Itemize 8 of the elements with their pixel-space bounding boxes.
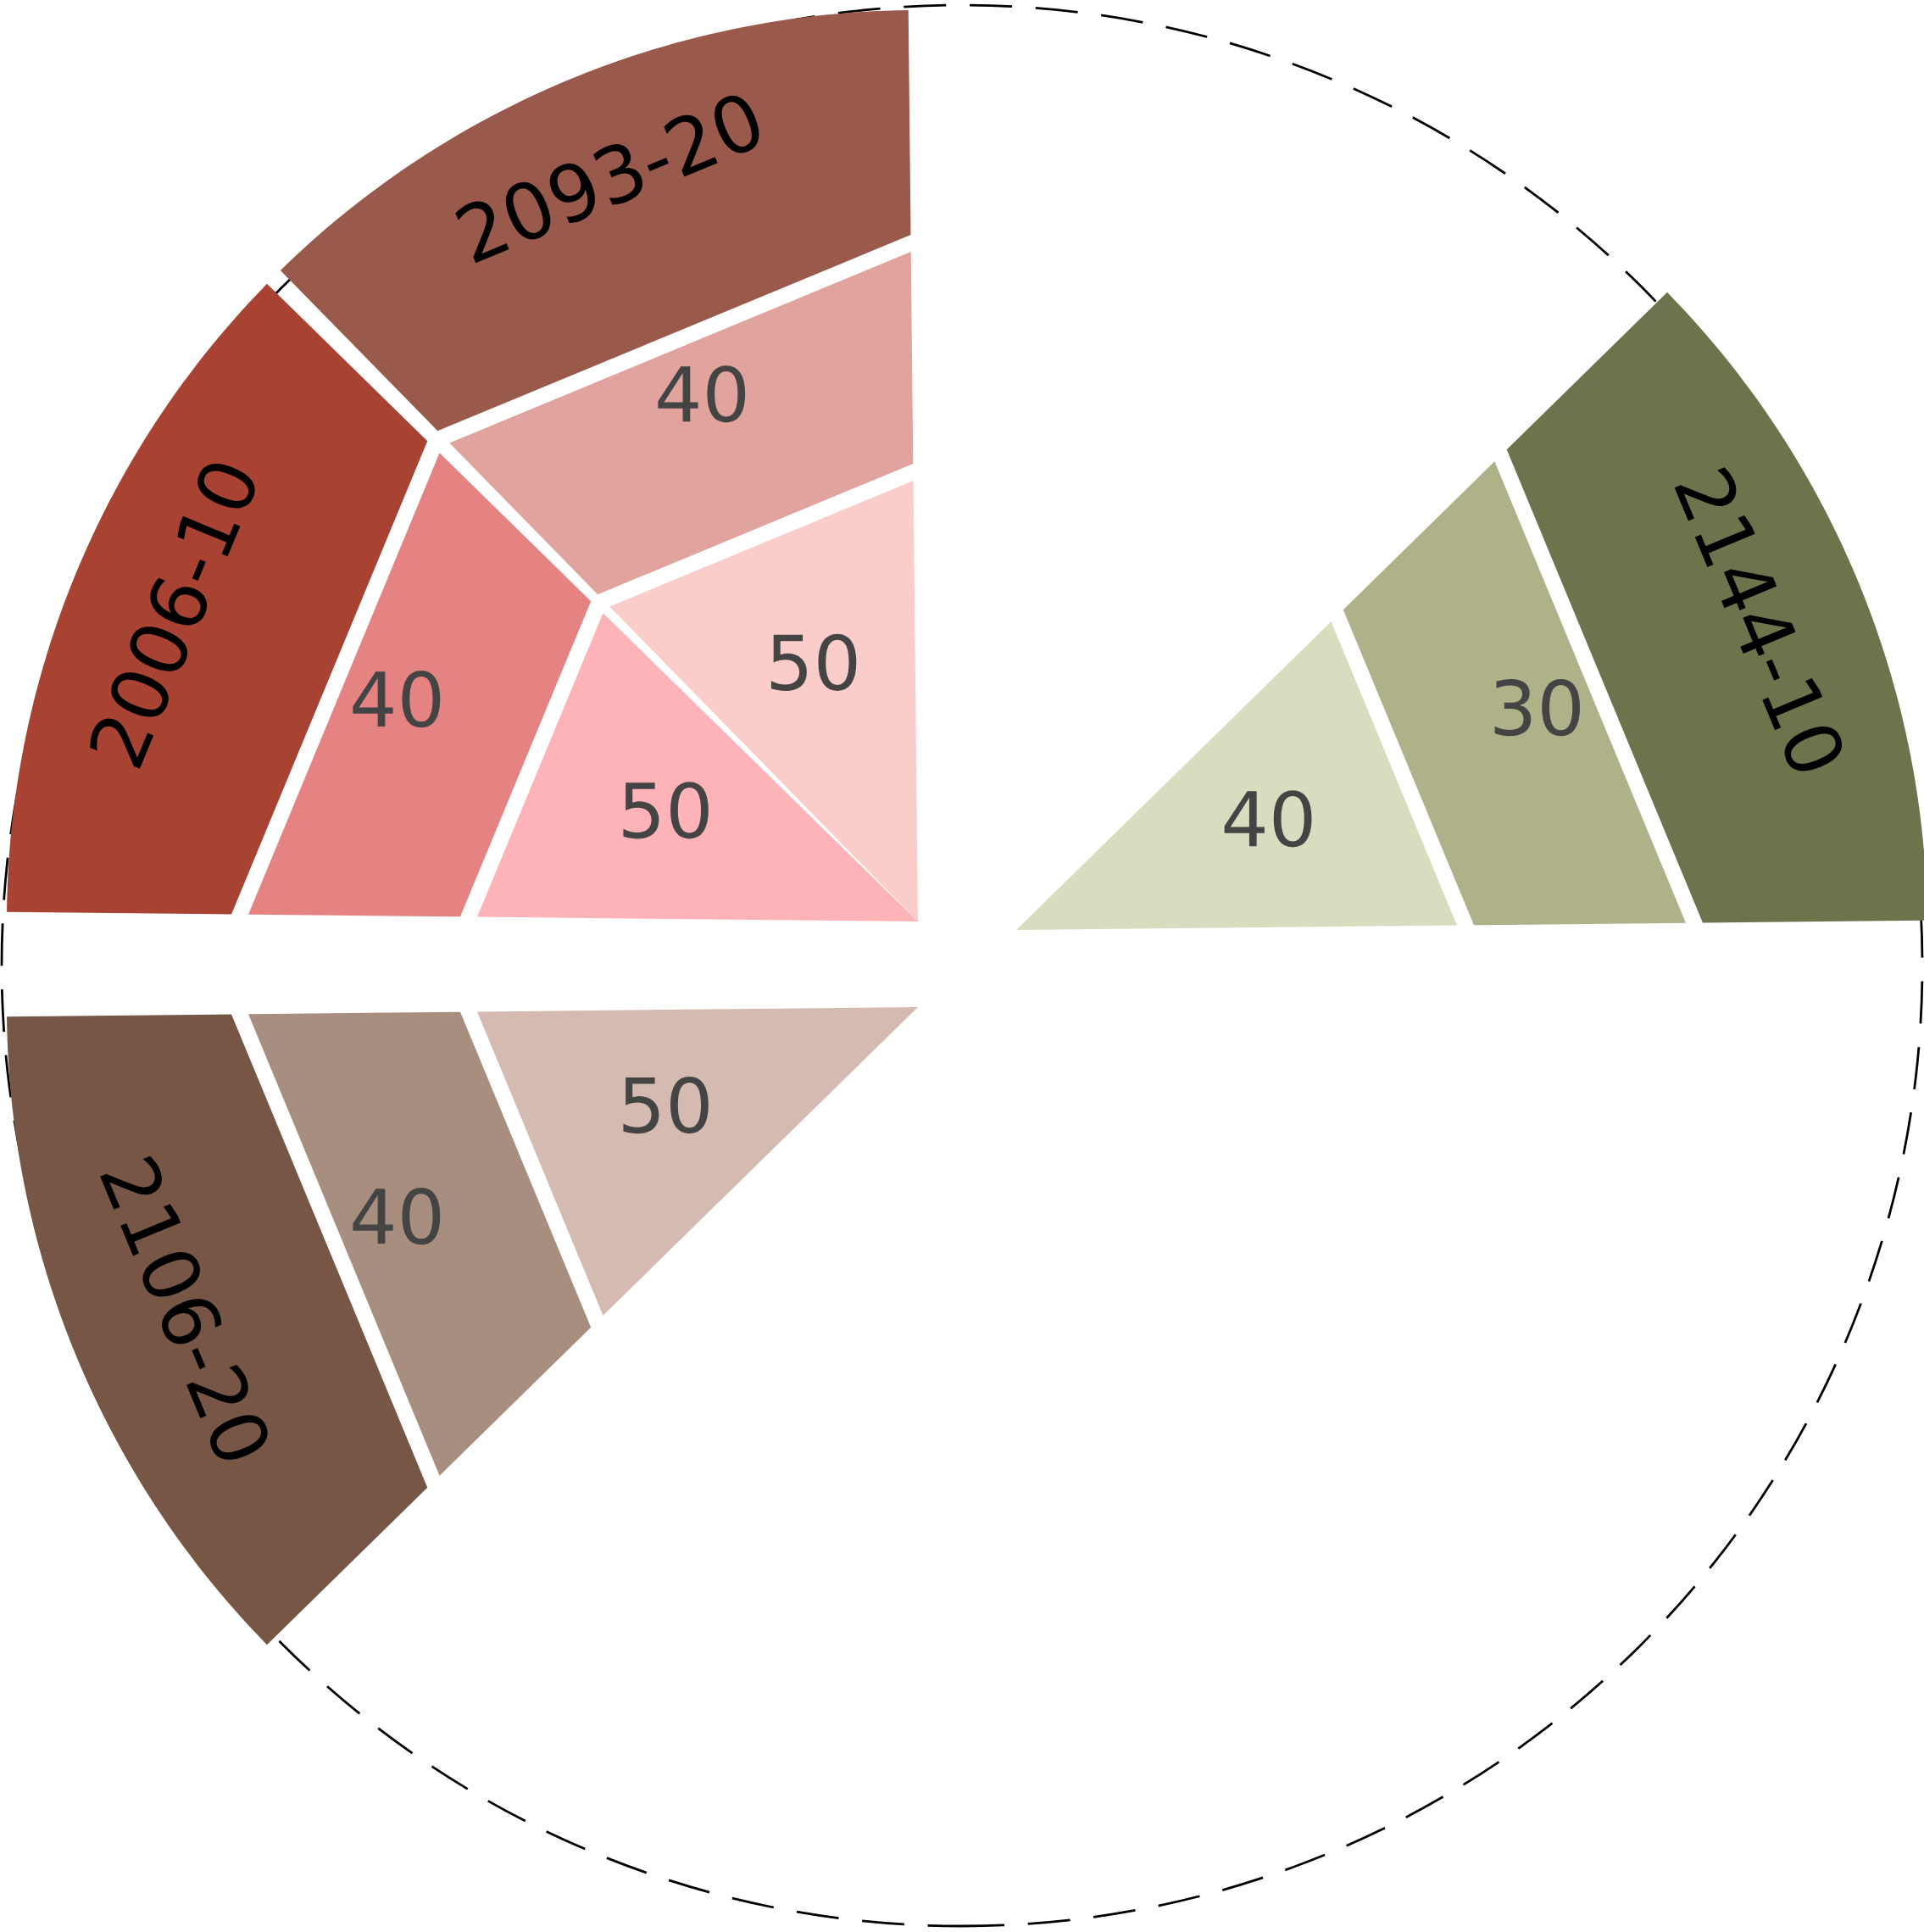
data-label: 50 bbox=[770, 633, 857, 691]
data-label: 50 bbox=[623, 1076, 709, 1134]
data-label: 40 bbox=[353, 671, 441, 728]
data-label: 40 bbox=[658, 365, 746, 423]
data-label: 30 bbox=[1494, 679, 1581, 737]
data-label: 40 bbox=[353, 1188, 441, 1245]
data-label: 50 bbox=[623, 782, 709, 839]
data-label: 40 bbox=[1224, 790, 1312, 848]
